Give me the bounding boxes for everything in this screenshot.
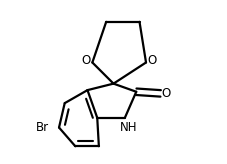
Text: O: O: [162, 87, 171, 100]
Text: O: O: [81, 54, 91, 67]
Text: Br: Br: [35, 121, 49, 134]
Text: O: O: [147, 54, 156, 67]
Text: NH: NH: [119, 121, 137, 134]
